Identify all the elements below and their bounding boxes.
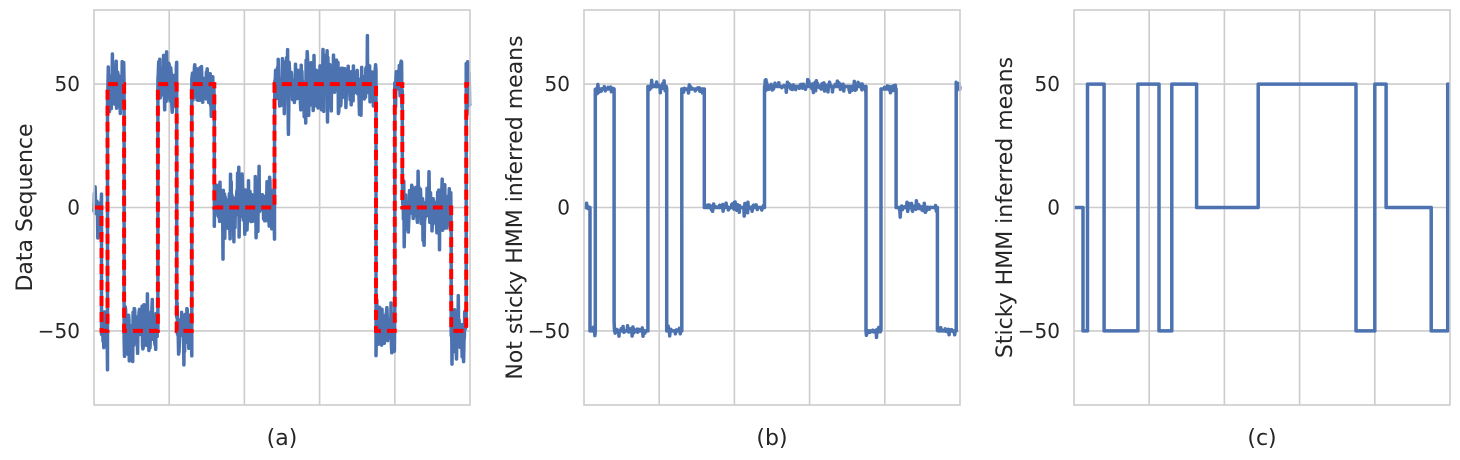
panel-label: (c) <box>1247 426 1276 451</box>
panel-3: −50 0 50 Sticky HMM inferred means (c) <box>993 9 1451 451</box>
ytick-label-0: −50 <box>528 319 570 343</box>
ytick-label-2: 50 <box>545 72 570 96</box>
panel-2: −50 0 50 Not sticky HMM inferred means (b) <box>503 9 962 451</box>
y-axis-label: Sticky HMM inferred means <box>993 57 1018 358</box>
series-1-line <box>1074 82 1450 333</box>
panel-label: (a) <box>267 426 298 451</box>
series-1-line <box>582 77 962 340</box>
ytick-label-2: 50 <box>1035 72 1060 96</box>
axes-frame <box>583 9 961 406</box>
y-axis-label: Not sticky HMM inferred means <box>503 35 528 379</box>
ytick-label-0: −50 <box>1018 319 1060 343</box>
y-axis-label: Data Sequence <box>13 123 38 291</box>
ytick-label-0: −50 <box>38 319 80 343</box>
panel-label: (b) <box>756 426 787 451</box>
axes-frame <box>93 9 471 406</box>
series-2-line <box>94 82 470 333</box>
ytick-label-2: 50 <box>55 72 80 96</box>
axes-frame <box>1073 9 1451 406</box>
panel-1: −50 0 50 Data Sequence (a) <box>13 9 472 451</box>
ytick-label-1: 0 <box>67 196 80 220</box>
ytick-label-1: 0 <box>557 196 570 220</box>
ytick-label-1: 0 <box>1047 196 1060 220</box>
